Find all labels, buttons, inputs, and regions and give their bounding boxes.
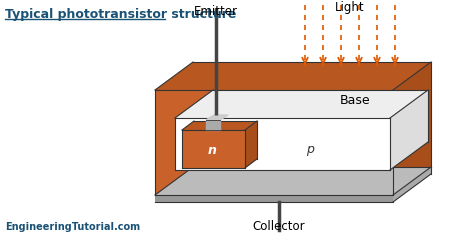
Polygon shape (182, 121, 257, 130)
Polygon shape (155, 62, 431, 90)
Text: n: n (208, 144, 217, 157)
Polygon shape (245, 121, 257, 168)
Polygon shape (175, 90, 428, 118)
Polygon shape (155, 167, 431, 195)
Text: Base: Base (340, 94, 371, 106)
Text: Typical phototransistor structure: Typical phototransistor structure (5, 8, 237, 21)
Polygon shape (155, 90, 393, 195)
Polygon shape (390, 90, 428, 170)
Polygon shape (175, 118, 390, 170)
Polygon shape (393, 62, 431, 195)
Polygon shape (155, 195, 393, 202)
Text: Light: Light (335, 1, 365, 14)
Polygon shape (206, 120, 220, 130)
Text: n: n (271, 141, 280, 154)
Text: p: p (306, 144, 314, 157)
Polygon shape (393, 167, 431, 202)
Text: EngineeringTutorial.com: EngineeringTutorial.com (5, 222, 140, 232)
Polygon shape (206, 115, 228, 120)
Text: Collector: Collector (253, 220, 305, 233)
Text: Emitter: Emitter (194, 5, 238, 18)
Polygon shape (182, 130, 245, 168)
